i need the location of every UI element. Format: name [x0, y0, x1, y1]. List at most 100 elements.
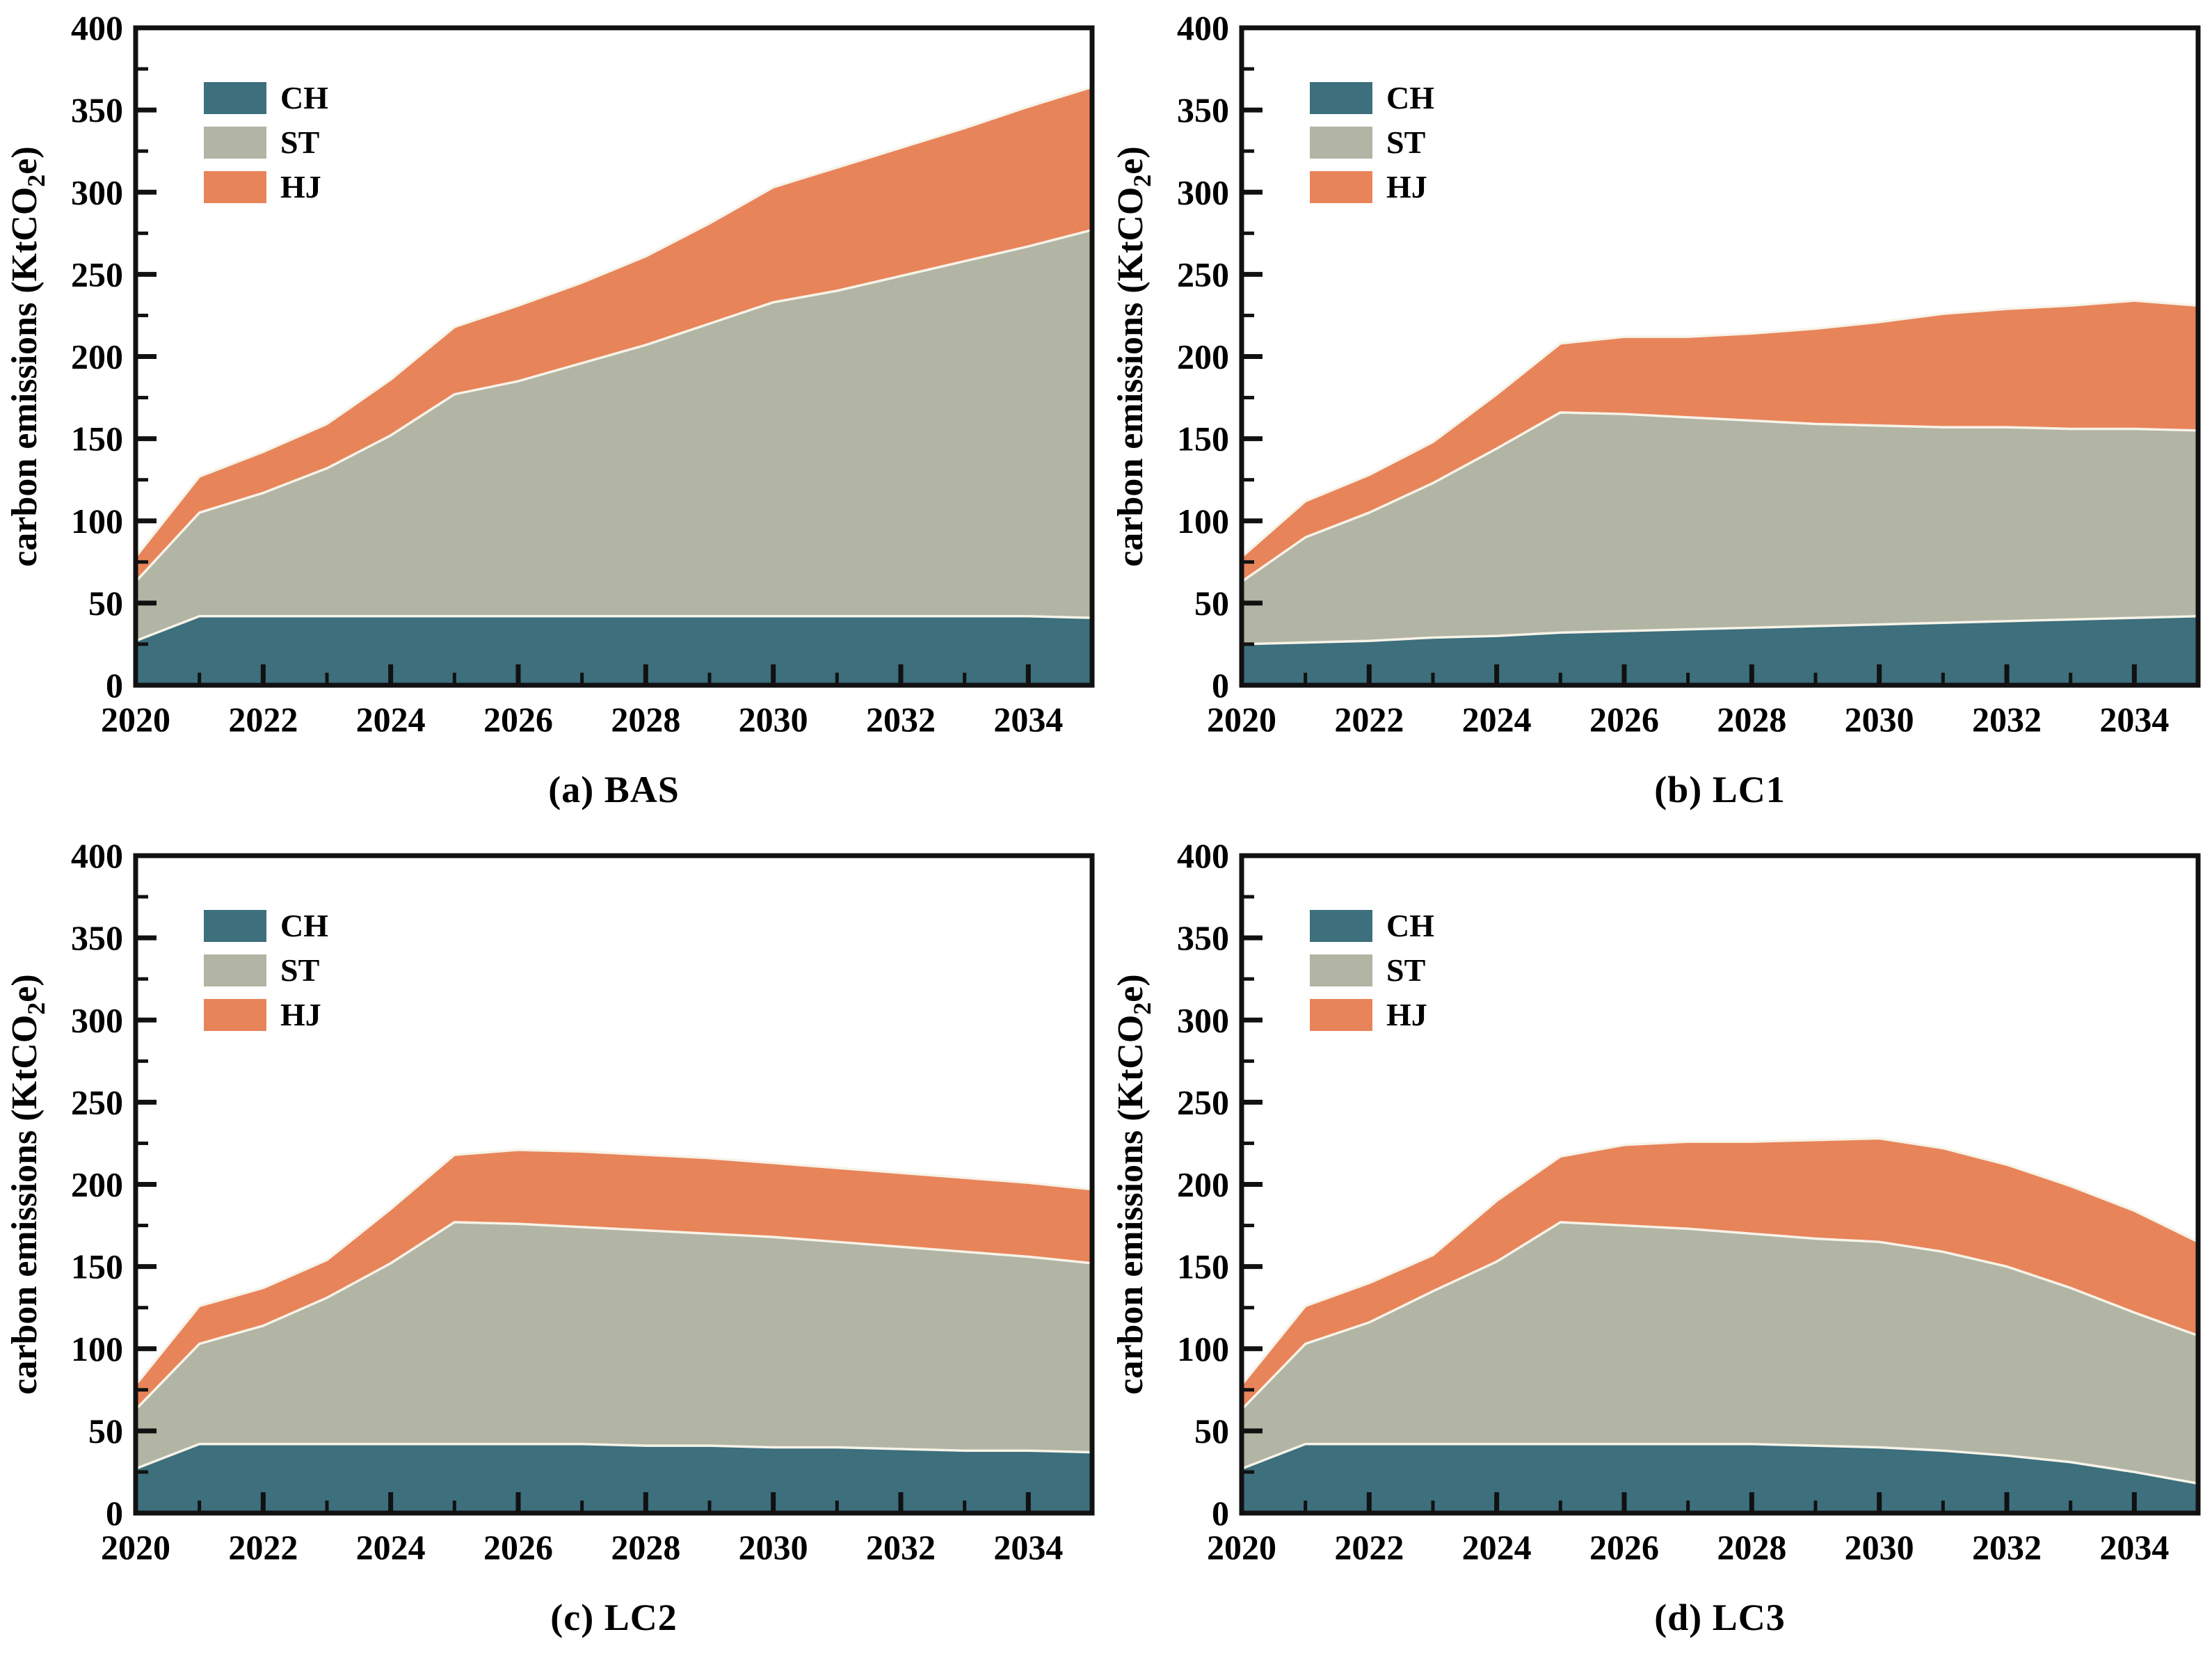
- y-tick-label: 100: [71, 1329, 123, 1368]
- area-band-ch: [1242, 1444, 2198, 1513]
- y-tick-label: 300: [71, 1000, 123, 1039]
- boundary-line-ch: [1241, 1443, 2199, 1485]
- boundary-line-ch: [135, 1443, 1093, 1470]
- area-band-hj: [1242, 301, 2198, 582]
- area-band-st: [1242, 1222, 2198, 1484]
- legend-swatch-ch: [1310, 82, 1372, 114]
- y-tick-label: 50: [88, 1412, 123, 1450]
- y-axis-title: carbon emissions (KtCO2e): [5, 974, 50, 1394]
- x-tick-label: 2022: [228, 1528, 298, 1567]
- legend-label-st: ST: [1386, 952, 1425, 988]
- x-tick-label: 2034: [993, 1528, 1063, 1567]
- x-tick-label: 2024: [356, 700, 426, 739]
- legend-label-st: ST: [280, 952, 319, 988]
- y-tick-label: 400: [71, 836, 123, 875]
- legend-swatch-hj: [204, 999, 266, 1031]
- area-band-hj: [1242, 1138, 2198, 1410]
- x-tick-label: 2026: [483, 1528, 553, 1567]
- x-tick-label: 2028: [611, 700, 680, 739]
- axes-box: [133, 25, 1095, 688]
- x-tick-label: 2026: [483, 700, 553, 739]
- y-tick-label: 400: [71, 8, 123, 47]
- legend-label-ch: CH: [1386, 908, 1434, 943]
- x-tick-label: 2032: [866, 700, 936, 739]
- y-axis-title: carbon emissions (KtCO2e): [5, 146, 50, 566]
- caption-bas: (a) BAS: [548, 769, 680, 810]
- y-tick-label: 250: [71, 1082, 123, 1121]
- legend-swatch-ch: [1310, 910, 1372, 942]
- area-band-st: [136, 230, 1092, 641]
- y-axis-title: carbon emissions (KtCO2e): [1111, 974, 1156, 1394]
- x-tick-label: 2026: [1589, 1528, 1659, 1567]
- legend-label-hj: HJ: [1386, 997, 1427, 1032]
- x-tick-label: 2020: [101, 700, 170, 739]
- y-tick-label: 350: [1177, 918, 1229, 957]
- x-tick-label: 2028: [1717, 1528, 1786, 1567]
- x-tick-label: 2020: [1207, 700, 1276, 739]
- legend-swatch-st: [204, 954, 266, 986]
- axes-box: [133, 853, 1095, 1516]
- y-axis-ticks: 0 50 100 150 200 250 300 350 400: [1177, 836, 1263, 1533]
- x-tick-label: 2020: [101, 1528, 170, 1567]
- x-tick-label: 2032: [866, 1528, 936, 1567]
- y-tick-label: 350: [71, 90, 123, 129]
- area-band-st: [136, 1222, 1092, 1469]
- panel-bas: 0 50 100 150 200 250 300 350 400 2020 2022 2024 2026…: [0, 0, 1106, 828]
- y-tick-label: 250: [1177, 255, 1229, 294]
- area-chart-lc2: 0 50 100 150 200 250 300 350 400 2020 2022 2024 2026…: [5, 836, 1095, 1567]
- area-band-hj: [136, 1149, 1092, 1410]
- legend: CH ST HJ: [204, 80, 328, 205]
- panel-lc3: 0 50 100 150 200 250 300 350 400 2020 2022 2024 2026…: [1106, 828, 2212, 1655]
- legend: CH ST HJ: [1310, 80, 1434, 205]
- boundary-line-ch: [1241, 615, 2199, 646]
- legend-label-ch: CH: [280, 80, 328, 115]
- area-band-hj: [136, 87, 1092, 582]
- y-tick-label: 50: [1194, 584, 1229, 623]
- x-tick-label: 2022: [228, 700, 298, 739]
- x-tick-label: 2030: [1845, 1528, 1914, 1567]
- x-tick-label: 2028: [611, 1528, 680, 1567]
- boundary-line-st: [1240, 1221, 2199, 1411]
- y-tick-label: 100: [1177, 1329, 1229, 1368]
- legend-swatch-hj: [204, 171, 266, 203]
- x-tick-label: 2020: [1207, 1528, 1276, 1567]
- y-tick-label: 100: [71, 502, 123, 541]
- y-tick-label: 0: [1212, 1494, 1229, 1533]
- y-axis-ticks: 0 50 100 150 200 250 300 350 400: [71, 8, 157, 705]
- x-tick-label: 2026: [1589, 700, 1659, 739]
- y-axis-title: carbon emissions (KtCO2e): [1111, 146, 1156, 566]
- x-tick-label: 2034: [2099, 700, 2169, 739]
- x-tick-label: 2022: [1334, 700, 1404, 739]
- y-tick-label: 250: [71, 255, 123, 294]
- y-tick-label: 200: [1177, 1165, 1229, 1204]
- area-band-ch: [136, 616, 1092, 685]
- y-tick-label: 200: [71, 1165, 123, 1204]
- y-tick-label: 300: [1177, 1000, 1229, 1039]
- boundary-line-hj: [1240, 1137, 2199, 1386]
- y-tick-label: 100: [1177, 502, 1229, 541]
- legend-label-ch: CH: [1386, 80, 1434, 115]
- x-tick-label: 2030: [739, 700, 808, 739]
- y-tick-label: 300: [71, 173, 123, 211]
- y-tick-label: 50: [1194, 1412, 1229, 1450]
- legend-label-ch: CH: [280, 908, 328, 943]
- caption-lc1: (b) LC1: [1654, 769, 1786, 810]
- boundary-line-st: [134, 228, 1093, 583]
- legend-swatch-st: [1310, 127, 1372, 159]
- y-axis-ticks: 0 50 100 150 200 250 300 350 400: [1177, 8, 1263, 705]
- boundary-line-ch: [135, 615, 1093, 642]
- caption-lc3: (d) LC3: [1654, 1597, 1786, 1638]
- legend-label-st: ST: [1386, 125, 1425, 160]
- area-band-ch: [1242, 616, 2198, 685]
- y-tick-label: 0: [106, 666, 123, 705]
- boundary-line-st: [134, 1221, 1093, 1411]
- y-tick-label: 300: [1177, 173, 1229, 211]
- legend-label-hj: HJ: [1386, 169, 1427, 205]
- y-tick-label: 0: [1212, 666, 1229, 705]
- legend: CH ST HJ: [204, 908, 328, 1032]
- x-tick-label: 2032: [1972, 1528, 2042, 1567]
- boundary-line-hj: [134, 86, 1093, 558]
- y-tick-label: 150: [1177, 1247, 1229, 1286]
- legend-swatch-ch: [204, 910, 266, 942]
